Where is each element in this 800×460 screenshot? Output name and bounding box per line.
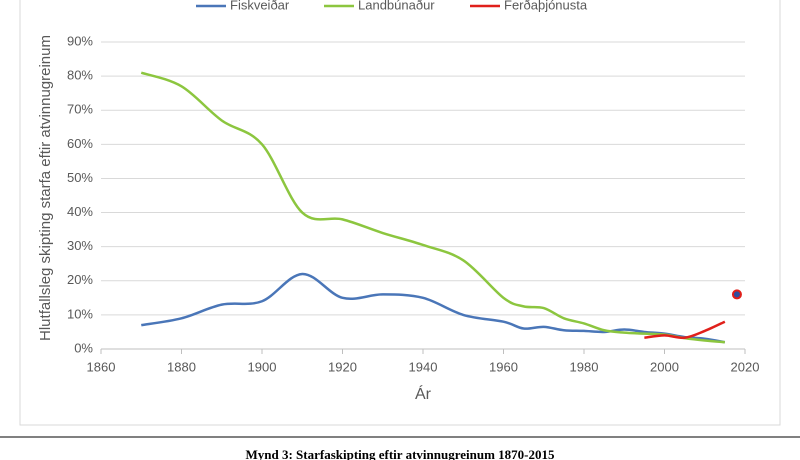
x-tick-label: 2020 bbox=[731, 359, 760, 374]
chart-border bbox=[19, 0, 781, 426]
y-tick-label: 80% bbox=[67, 68, 93, 83]
y-tick-label: 20% bbox=[67, 272, 93, 287]
x-tick-label: 1980 bbox=[570, 359, 599, 374]
y-tick-label: 90% bbox=[67, 33, 93, 48]
y-tick-label: 10% bbox=[67, 306, 93, 321]
x-tick-label: 1880 bbox=[167, 359, 196, 374]
y-axis-label: Hlutfallsleg skipting starfa eftir atvin… bbox=[37, 35, 54, 341]
y-tick-label: 70% bbox=[67, 102, 93, 117]
y-tick-label: 30% bbox=[67, 238, 93, 253]
x-tick-label: 1920 bbox=[328, 359, 357, 374]
series-line bbox=[141, 272, 726, 344]
y-tick-label: 50% bbox=[67, 170, 93, 185]
legend-label: Ferðaþjónusta bbox=[504, 0, 588, 12]
caption: Mynd 3: Starfaskipting eftir atvinnugrei… bbox=[245, 447, 555, 460]
series-line bbox=[140, 71, 725, 344]
x-tick-label: 1860 bbox=[87, 359, 116, 374]
legend-label: Landbúnaður bbox=[358, 0, 435, 12]
x-tick-label: 1940 bbox=[409, 359, 438, 374]
x-axis-label: Ár bbox=[415, 384, 432, 403]
x-tick-label: 1960 bbox=[489, 359, 518, 374]
y-tick-label: 40% bbox=[67, 204, 93, 219]
x-tick-label: 2000 bbox=[650, 359, 679, 374]
series-line bbox=[644, 320, 726, 340]
legend-label: Fiskveiðar bbox=[230, 0, 290, 12]
x-tick-label: 1900 bbox=[248, 359, 277, 374]
y-tick-label: 0% bbox=[74, 340, 93, 355]
point bbox=[731, 289, 742, 300]
y-tick-label: 60% bbox=[67, 136, 93, 151]
